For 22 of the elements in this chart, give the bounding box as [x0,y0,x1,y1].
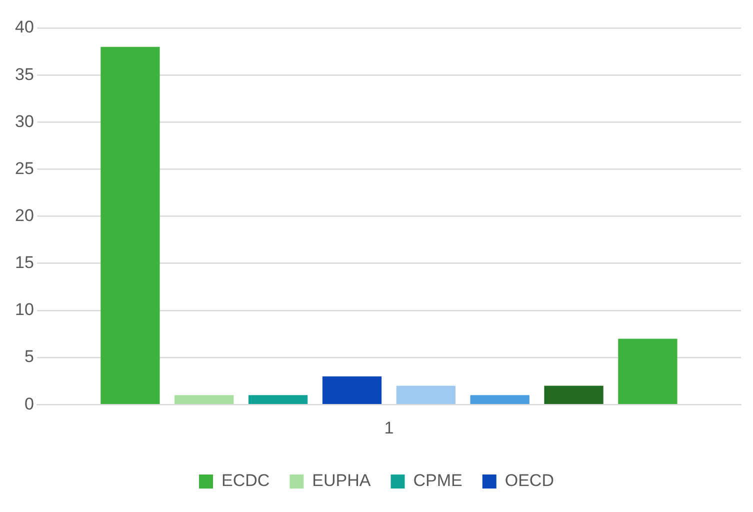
bar [174,395,234,404]
y-tick-label: 30 [14,112,34,131]
y-tick-label: 40 [14,18,34,37]
bar [396,386,456,404]
y-tick-label: 35 [14,64,34,84]
bar [618,338,678,404]
legend-label: OECD [504,471,554,490]
legend-label: ECDC [222,471,270,490]
bar [100,46,160,404]
y-tick-label: 25 [14,158,34,178]
x-tick-label: 1 [384,418,394,438]
legend-label: CPME [413,471,462,490]
bar [470,395,530,404]
y-tick-label: 0 [24,394,34,414]
bar [322,376,382,404]
y-tick-label: 15 [14,253,34,272]
y-tick-label: 10 [14,300,34,320]
bar [248,395,308,404]
y-tick-label: 5 [24,347,34,366]
bar [544,386,604,404]
y-tick-label: 20 [14,206,34,225]
legend-label: EUPHA [312,471,372,490]
